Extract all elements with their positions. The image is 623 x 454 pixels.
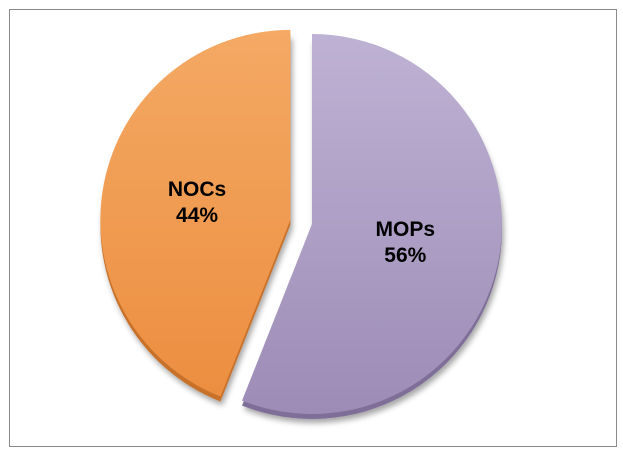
pie-slice-nocs bbox=[100, 29, 291, 397]
slice-value-nocs: 44% bbox=[176, 204, 218, 227]
pie-slice-mops bbox=[242, 34, 502, 414]
slice-value-mops: 56% bbox=[384, 244, 426, 267]
slice-label-mops: MOPs bbox=[376, 218, 436, 241]
slice-label-nocs: NOCs bbox=[168, 178, 226, 201]
